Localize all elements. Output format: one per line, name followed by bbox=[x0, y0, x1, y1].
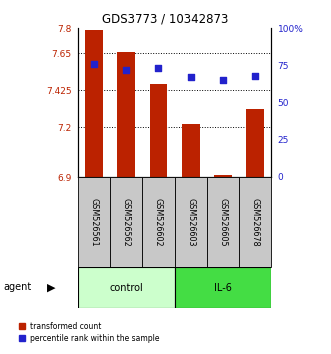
Point bbox=[253, 73, 258, 79]
Text: control: control bbox=[109, 282, 143, 293]
Text: GSM526562: GSM526562 bbox=[122, 198, 131, 246]
Bar bbox=[246, 109, 264, 177]
Text: GSM526605: GSM526605 bbox=[218, 198, 227, 246]
Point bbox=[91, 61, 97, 67]
Text: GSM526678: GSM526678 bbox=[251, 198, 260, 246]
Text: IL-6: IL-6 bbox=[214, 282, 232, 293]
Bar bbox=[239, 177, 271, 267]
Point bbox=[156, 65, 161, 71]
Bar bbox=[214, 175, 232, 177]
Bar bbox=[150, 85, 167, 177]
Point bbox=[220, 78, 226, 83]
Bar bbox=[182, 124, 200, 177]
Text: ▶: ▶ bbox=[47, 282, 56, 292]
Bar bbox=[174, 177, 207, 267]
Bar bbox=[207, 177, 239, 267]
Text: GSM526602: GSM526602 bbox=[154, 198, 163, 246]
Bar bbox=[174, 267, 271, 308]
Text: GSM526561: GSM526561 bbox=[89, 198, 98, 246]
Text: GSM526603: GSM526603 bbox=[186, 198, 195, 246]
Bar bbox=[117, 52, 135, 177]
Text: agent: agent bbox=[3, 282, 31, 292]
Point bbox=[123, 67, 129, 73]
Bar bbox=[78, 177, 110, 267]
Bar bbox=[78, 267, 174, 308]
Bar bbox=[142, 177, 174, 267]
Text: GDS3773 / 10342873: GDS3773 / 10342873 bbox=[102, 12, 229, 25]
Bar bbox=[85, 30, 103, 177]
Bar bbox=[110, 177, 142, 267]
Point bbox=[188, 75, 193, 80]
Legend: transformed count, percentile rank within the sample: transformed count, percentile rank withi… bbox=[21, 322, 160, 343]
